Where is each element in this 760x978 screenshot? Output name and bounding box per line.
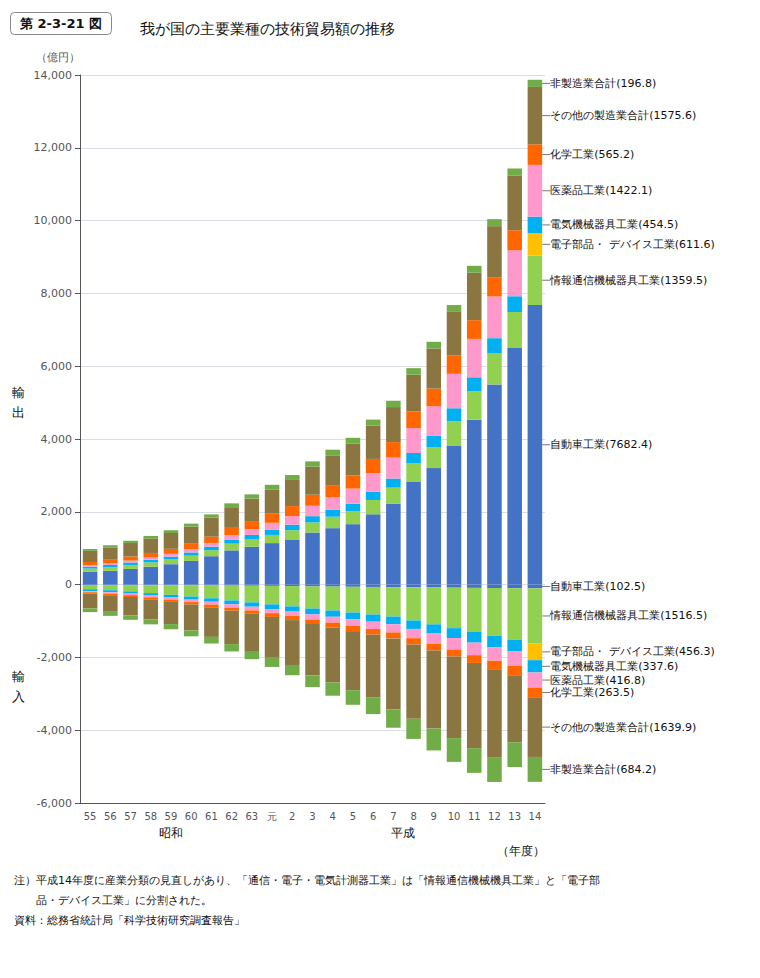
svg-text:63: 63: [245, 811, 258, 822]
svg-text:2: 2: [289, 811, 295, 822]
svg-text:第 2-3-21 図: 第 2-3-21 図: [19, 16, 102, 31]
svg-text:輸: 輸: [12, 669, 25, 684]
svg-text:医薬品工業(416.8): 医薬品工業(416.8): [550, 674, 645, 687]
svg-text:その他の製造業合計(1575.6): その他の製造業合計(1575.6): [550, 109, 696, 122]
svg-text:情報通信機械器具工業(1359.5): 情報通信機械器具工業(1359.5): [549, 274, 707, 287]
svg-text:11: 11: [468, 811, 481, 822]
svg-text:医薬品工業(1422.1): 医薬品工業(1422.1): [550, 184, 652, 197]
svg-text:3: 3: [309, 811, 315, 822]
svg-text:その他の製造業合計(1639.9): その他の製造業合計(1639.9): [550, 721, 696, 734]
svg-text:自動車工業(102.5): 自動車工業(102.5): [550, 580, 645, 593]
svg-text:5: 5: [350, 811, 356, 822]
svg-text:（億円）: （億円）: [36, 51, 80, 64]
svg-text:7: 7: [390, 811, 396, 822]
svg-text:4: 4: [330, 811, 336, 822]
svg-text:輸: 輸: [12, 385, 25, 400]
svg-text:-2,000: -2,000: [37, 651, 72, 664]
svg-text:58: 58: [144, 811, 157, 822]
svg-text:（年度）: （年度）: [497, 844, 545, 858]
svg-text:55: 55: [84, 811, 97, 822]
svg-text:59: 59: [165, 811, 178, 822]
svg-text:10,000: 10,000: [34, 214, 73, 227]
svg-text:9: 9: [431, 811, 437, 822]
svg-text:4,000: 4,000: [41, 433, 73, 446]
svg-text:我が国の主要業種の技術貿易額の推移: 我が国の主要業種の技術貿易額の推移: [140, 20, 395, 38]
svg-text:6: 6: [370, 811, 376, 822]
svg-text:電気機械器具工業(454.5): 電気機械器具工業(454.5): [550, 218, 678, 231]
svg-text:8: 8: [410, 811, 416, 822]
svg-text:注）平成14年度に産業分類の見直しがあり、「通信・電子・電気: 注）平成14年度に産業分類の見直しがあり、「通信・電子・電気計測器工業」は「情報…: [14, 874, 600, 887]
svg-text:-6,000: -6,000: [37, 797, 72, 810]
svg-text:自動車工業(7682.4): 自動車工業(7682.4): [550, 438, 652, 451]
svg-text:60: 60: [185, 811, 198, 822]
svg-text:14,000: 14,000: [34, 69, 73, 82]
svg-text:化学工業(565.2): 化学工業(565.2): [550, 148, 634, 161]
svg-text:62: 62: [225, 811, 238, 822]
svg-text:電気機械器具工業(337.6): 電気機械器具工業(337.6): [550, 660, 678, 673]
svg-text:電子部品・ デバイス工業(456.3): 電子部品・ デバイス工業(456.3): [550, 645, 715, 658]
svg-text:電子部品・ デバイス工業(611.6): 電子部品・ デバイス工業(611.6): [550, 238, 715, 251]
svg-text:情報通信機械器具工業(1516.5): 情報通信機械器具工業(1516.5): [549, 609, 707, 622]
svg-text:13: 13: [508, 811, 521, 822]
svg-text:品・デバイス工業」に分割された。: 品・デバイス工業」に分割された。: [14, 894, 212, 907]
svg-text:2,000: 2,000: [41, 505, 73, 518]
svg-text:資料：総務省統計局「科学技術研究調査報告」: 資料：総務省統計局「科学技術研究調査報告」: [14, 914, 245, 927]
svg-text:12,000: 12,000: [34, 141, 73, 154]
svg-text:61: 61: [205, 811, 218, 822]
svg-text:57: 57: [124, 811, 137, 822]
svg-text:出: 出: [12, 405, 25, 420]
svg-text:元: 元: [267, 811, 277, 822]
svg-text:56: 56: [104, 811, 117, 822]
svg-text:12: 12: [488, 811, 501, 822]
svg-text:入: 入: [12, 689, 25, 704]
svg-text:非製造業合計(684.2): 非製造業合計(684.2): [550, 763, 656, 776]
svg-text:6,000: 6,000: [41, 360, 73, 373]
svg-text:平成: 平成: [391, 826, 415, 840]
svg-text:昭和: 昭和: [159, 826, 183, 840]
svg-text:10: 10: [448, 811, 461, 822]
svg-text:非製造業合計(196.8): 非製造業合計(196.8): [550, 77, 656, 90]
svg-text:化学工業(263.5): 化学工業(263.5): [550, 686, 634, 699]
svg-text:14: 14: [529, 811, 542, 822]
svg-text:0: 0: [65, 578, 72, 591]
svg-text:-4,000: -4,000: [37, 724, 72, 737]
svg-text:8,000: 8,000: [41, 287, 73, 300]
